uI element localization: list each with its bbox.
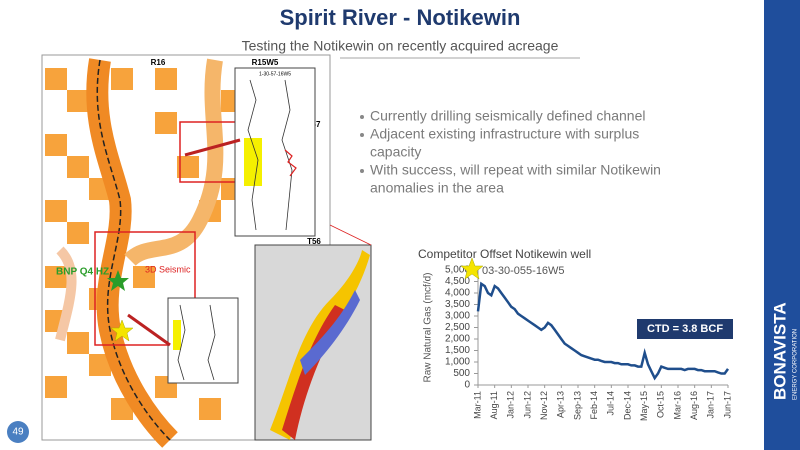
bullet-text: capacity — [370, 144, 421, 160]
log-trace — [177, 304, 216, 381]
channel-edge — [96, 59, 171, 441]
map-label: R15W5 — [252, 58, 279, 67]
x-tick-label: Jun-17 — [722, 391, 732, 419]
well-label: BNP Q4 HZ — [56, 267, 109, 278]
bullet-text: anomalies in the area — [370, 180, 504, 196]
x-tick-label: Aug-16 — [689, 391, 699, 420]
zoom-line — [329, 224, 372, 246]
brand-bar — [764, 0, 800, 450]
page-number: 49 — [12, 427, 24, 438]
slide-title: Spirit River - Notikewin — [280, 5, 521, 30]
seismic-label: 3D Seismic — [145, 264, 191, 274]
bullet-text: Currently drilling seismically defined c… — [370, 108, 645, 124]
bullet-dot — [360, 169, 364, 173]
log-zone — [173, 320, 181, 350]
x-tick-label: Feb-14 — [589, 391, 599, 420]
well-star — [460, 257, 484, 280]
log-zone — [244, 138, 262, 186]
chart: Competitor Offset Notikewin well Raw Natu… — [418, 247, 733, 421]
map: R16 R15W5 57 T56 BNP Q4 HZ 3D Seismic 1-… — [41, 54, 372, 448]
chart-title: Competitor Offset Notikewin well — [418, 247, 591, 261]
logo-tagline: ENERGY CORPORATION — [793, 329, 799, 400]
x-tick-label: Mar-16 — [672, 391, 682, 420]
page-badge — [7, 421, 29, 443]
well-star — [110, 319, 134, 342]
y-axis-label: Raw Natural Gas (mcf/d) — [423, 272, 434, 382]
x-tick-label: Apr-13 — [556, 391, 566, 418]
x-tick-label: Nov-12 — [539, 391, 549, 420]
map-label: 57 — [312, 120, 321, 129]
log-trace — [247, 79, 293, 231]
x-tick-label: Mar-11 — [472, 391, 482, 419]
y-tick-label: 500 — [453, 368, 470, 379]
logo-name: BONAVISTA — [770, 302, 789, 400]
x-tick-label: Oct-15 — [656, 391, 666, 418]
x-tick-label: Jan-12 — [506, 391, 516, 419]
map-label: T56 — [307, 237, 321, 246]
callout-box — [637, 319, 733, 339]
x-tick-label: Jan-17 — [706, 391, 716, 419]
x-tick-label: Jun-12 — [522, 391, 532, 419]
log-trace — [284, 149, 297, 177]
bullet-text: With success, will repeat with similar N… — [370, 162, 661, 178]
y-tick-label: 3,500 — [445, 299, 470, 310]
map-label: R16 — [151, 58, 166, 67]
y-tick-label: 1,000 — [445, 357, 470, 368]
bullet-text: Adjacent existing infrastructure with su… — [370, 126, 639, 142]
bullet-dot — [360, 133, 364, 137]
y-tick-label: 2,000 — [445, 334, 470, 345]
y-tick-label: 2,500 — [445, 322, 470, 333]
x-tick-label: May-15 — [639, 391, 649, 421]
y-tick-label: 4,500 — [445, 276, 470, 287]
slide-subtitle: Testing the Notikewin on recently acquir… — [242, 38, 559, 54]
y-tick-label: 4,000 — [445, 288, 470, 299]
log-label: 1-30-57-16W5 — [259, 71, 291, 77]
bullet-dot — [360, 115, 364, 119]
x-tick-label: Sep-13 — [572, 391, 582, 420]
well-star — [107, 270, 129, 291]
channel — [55, 246, 77, 342]
pointer-arrow — [127, 313, 171, 347]
well-annotation: 03-30-055-16W5 — [482, 265, 565, 277]
seismic-anomaly — [300, 290, 360, 375]
bullet-list: Currently drilling seismically defined c… — [360, 108, 661, 196]
y-tick-label: 1,500 — [445, 345, 470, 356]
pointer-arrow — [184, 138, 241, 157]
x-tick-label: Dec-14 — [622, 391, 632, 420]
callout-text: CTD = 3.8 BCF — [647, 323, 723, 335]
channel — [124, 58, 224, 267]
y-tick-label: 3,000 — [445, 311, 470, 322]
series-line — [476, 281, 730, 381]
y-tick-label: 0 — [464, 380, 470, 391]
y-tick-label: 5,000 — [445, 265, 470, 276]
x-tick-label: Aug-11 — [489, 391, 499, 419]
x-tick-label: Jul-14 — [606, 391, 616, 416]
